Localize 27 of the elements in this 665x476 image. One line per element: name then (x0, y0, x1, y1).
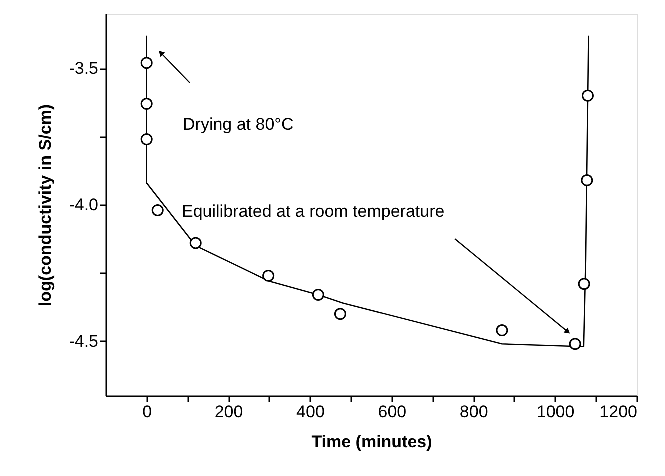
point (581, 174, 594, 186)
point (578, 278, 590, 290)
y-tick-label: -3.5 (69, 59, 98, 78)
annotation: Equilibrated at a room temperature (182, 202, 445, 221)
point (312, 289, 324, 302)
point (262, 270, 275, 282)
point (140, 98, 153, 110)
y-tick-label: -4.5 (69, 332, 98, 351)
point (140, 134, 153, 146)
y-axis-title: log(conductivity in S/cm) (36, 104, 56, 307)
point (582, 90, 594, 102)
x-tick-label: 1000 (536, 402, 575, 422)
x-tick-label: 200 (214, 402, 244, 422)
x-tick-label: 0 (142, 402, 152, 422)
y-tick-label: -4.0 (69, 196, 98, 214)
annotation: Drying at 80°C (183, 115, 294, 134)
x-tick-label: 400 (296, 402, 325, 422)
point (140, 57, 153, 70)
point (334, 308, 346, 320)
point (496, 324, 508, 336)
point (190, 237, 202, 250)
point (569, 338, 582, 350)
x-tick-label: 600 (378, 402, 407, 422)
x-axis-title: Time (minutes) (312, 432, 432, 452)
point (152, 204, 164, 216)
x-tick-label: 1200 (600, 402, 638, 422)
x-tick-label: 800 (460, 402, 488, 422)
